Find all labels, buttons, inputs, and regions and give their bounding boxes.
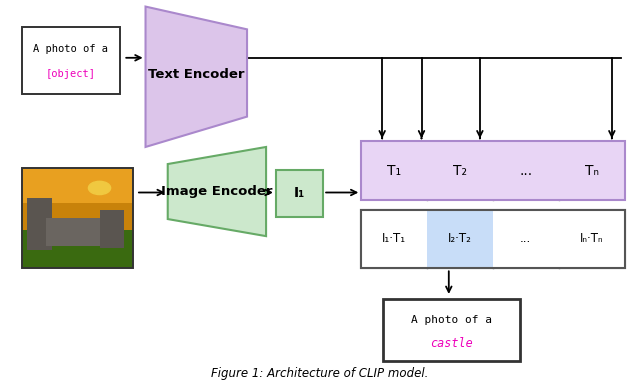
Text: T₂: T₂ — [453, 164, 467, 178]
Polygon shape — [168, 147, 266, 236]
FancyBboxPatch shape — [361, 209, 427, 268]
FancyBboxPatch shape — [361, 141, 625, 200]
Text: A photo of a: A photo of a — [411, 315, 492, 325]
Text: castle: castle — [430, 337, 473, 350]
FancyBboxPatch shape — [100, 210, 124, 248]
FancyBboxPatch shape — [46, 218, 113, 246]
Text: I₂·T₂: I₂·T₂ — [448, 233, 472, 246]
Text: ...: ... — [519, 164, 532, 178]
Text: A photo of a: A photo of a — [33, 44, 109, 54]
Text: ...: ... — [520, 233, 531, 246]
FancyBboxPatch shape — [383, 299, 520, 362]
Text: T₁: T₁ — [387, 164, 401, 178]
Text: I₁: I₁ — [294, 186, 305, 201]
Polygon shape — [145, 7, 247, 147]
FancyBboxPatch shape — [276, 170, 323, 217]
Circle shape — [88, 181, 111, 194]
FancyBboxPatch shape — [361, 209, 625, 268]
FancyBboxPatch shape — [22, 230, 133, 268]
FancyBboxPatch shape — [22, 168, 133, 203]
Text: Image Encoder: Image Encoder — [161, 185, 273, 198]
FancyBboxPatch shape — [22, 168, 133, 230]
Text: Iₙ·Tₙ: Iₙ·Tₙ — [580, 233, 604, 246]
FancyBboxPatch shape — [22, 27, 120, 94]
FancyBboxPatch shape — [28, 198, 52, 250]
FancyBboxPatch shape — [427, 209, 493, 268]
FancyBboxPatch shape — [559, 209, 625, 268]
Text: [object]: [object] — [46, 69, 96, 79]
Text: Tₙ: Tₙ — [584, 164, 598, 178]
FancyBboxPatch shape — [493, 209, 559, 268]
Text: I₁·T₁: I₁·T₁ — [382, 233, 406, 246]
Text: Figure 1: Architecture of CLIP model.: Figure 1: Architecture of CLIP model. — [211, 367, 429, 380]
Text: Text Encoder: Text Encoder — [148, 69, 244, 81]
